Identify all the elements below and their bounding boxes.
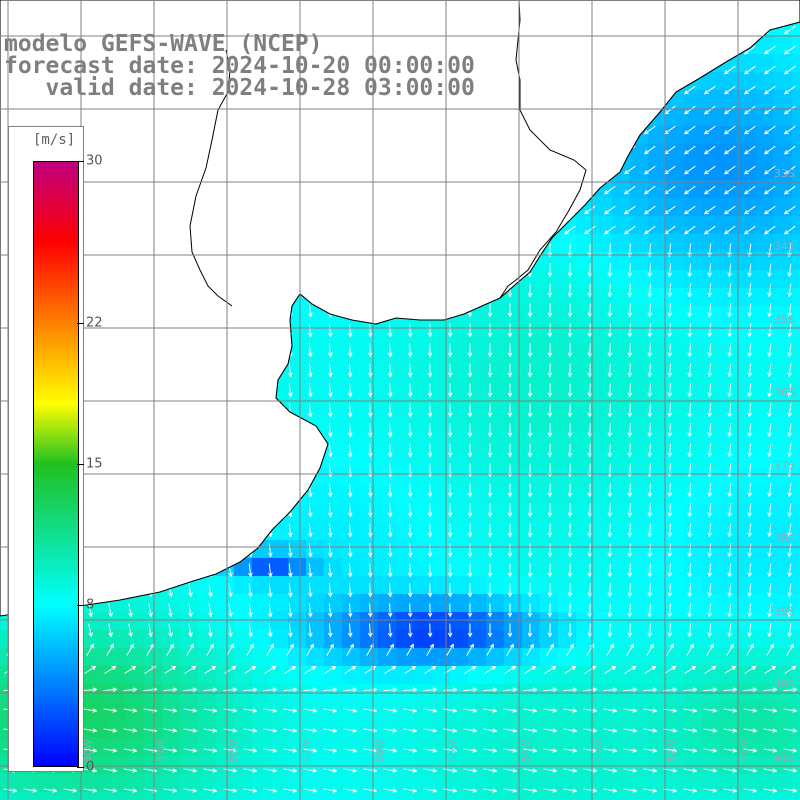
longitude-label: 53W bbox=[594, 739, 605, 762]
valid-date: valid date: 2024-10-28 03:00:00 bbox=[4, 75, 475, 101]
longitude-label: 51W bbox=[740, 739, 751, 762]
colorbar-tick-label: 22 bbox=[86, 315, 103, 331]
latitude-labels: 33S 34S 35S 36S 37S 38S 39S 40S 41S bbox=[774, 167, 795, 764]
colorbar-tick-label: 8 bbox=[86, 597, 95, 613]
colorbar-tick-mark bbox=[77, 767, 84, 768]
latitude-label: 36S bbox=[774, 386, 795, 399]
longitude-label: 58W bbox=[229, 739, 240, 762]
longitude-label: 54W bbox=[521, 739, 532, 762]
latitude-label: 35S bbox=[774, 313, 795, 326]
colorbar-tick-label: 30 bbox=[86, 153, 103, 169]
latitude-label: 33S bbox=[774, 167, 795, 180]
latitude-label: 40S bbox=[774, 678, 795, 691]
longitude-label: 55W bbox=[448, 739, 459, 762]
longitude-label: 60W bbox=[83, 739, 94, 762]
forecast-date: forecast date: 2024-10-20 00:00:00 bbox=[4, 53, 475, 79]
longitude-label: 57W bbox=[302, 739, 313, 762]
colorbar-tick-label: 0 bbox=[86, 759, 95, 775]
longitude-label: 52W bbox=[667, 739, 678, 762]
colorbar-tick-mark bbox=[77, 323, 84, 324]
river-outline bbox=[189, 0, 587, 307]
colorbar-tick-label: 15 bbox=[86, 456, 103, 472]
latitude-label: 39S bbox=[774, 605, 795, 618]
coastline-land bbox=[0, 0, 800, 617]
land-mask bbox=[0, 0, 800, 617]
colorbar-tick-mark bbox=[77, 464, 84, 465]
latitude-label: 37S bbox=[774, 459, 795, 472]
colorbar-gradient bbox=[33, 161, 79, 767]
longitude-label: 59W bbox=[156, 739, 167, 762]
longitude-label: 56W bbox=[375, 739, 386, 762]
colorbar-tick-mark bbox=[77, 161, 84, 162]
latitude-label: 41S bbox=[774, 751, 795, 764]
colorbar-tick-mark bbox=[77, 605, 84, 606]
colorbar-unit-label: [m/s] bbox=[33, 132, 76, 148]
model-title: modelo GEFS-WAVE (NCEP) bbox=[4, 31, 323, 57]
latitude-label: 34S bbox=[774, 240, 795, 253]
latitude-label: 38S bbox=[774, 532, 795, 545]
